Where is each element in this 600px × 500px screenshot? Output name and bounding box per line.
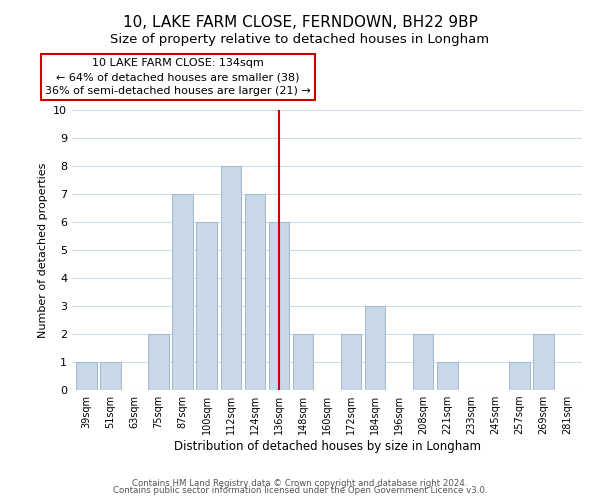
Text: 10 LAKE FARM CLOSE: 134sqm
← 64% of detached houses are smaller (38)
36% of semi: 10 LAKE FARM CLOSE: 134sqm ← 64% of deta… xyxy=(45,58,311,96)
Bar xyxy=(509,362,530,390)
Y-axis label: Number of detached properties: Number of detached properties xyxy=(38,162,47,338)
Bar xyxy=(437,362,458,390)
Text: Contains public sector information licensed under the Open Government Licence v3: Contains public sector information licen… xyxy=(113,486,487,495)
Bar xyxy=(221,166,241,390)
Bar xyxy=(365,306,385,390)
Bar xyxy=(196,222,217,390)
Text: Contains HM Land Registry data © Crown copyright and database right 2024.: Contains HM Land Registry data © Crown c… xyxy=(132,478,468,488)
Text: 10, LAKE FARM CLOSE, FERNDOWN, BH22 9BP: 10, LAKE FARM CLOSE, FERNDOWN, BH22 9BP xyxy=(122,15,478,30)
Bar xyxy=(269,222,289,390)
X-axis label: Distribution of detached houses by size in Longham: Distribution of detached houses by size … xyxy=(173,440,481,453)
Text: Size of property relative to detached houses in Longham: Size of property relative to detached ho… xyxy=(110,32,490,46)
Bar xyxy=(100,362,121,390)
Bar xyxy=(341,334,361,390)
Bar xyxy=(413,334,433,390)
Bar xyxy=(533,334,554,390)
Bar xyxy=(172,194,193,390)
Bar xyxy=(76,362,97,390)
Bar xyxy=(245,194,265,390)
Bar xyxy=(293,334,313,390)
Bar xyxy=(148,334,169,390)
